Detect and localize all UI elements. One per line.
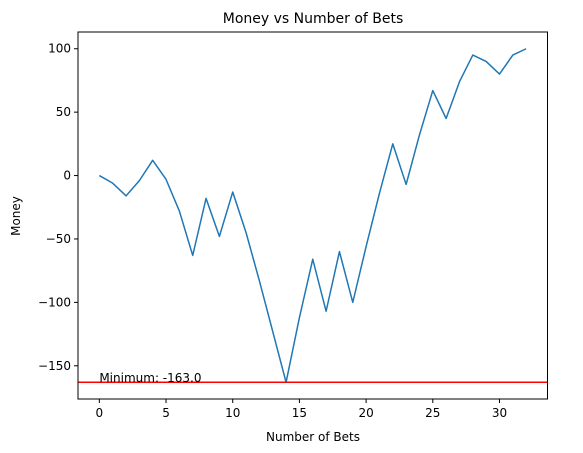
x-tick-label: 5 (162, 406, 170, 420)
y-tick-label: −50 (46, 232, 71, 246)
axes-frame (77, 31, 548, 400)
minimum-annotation: Minimum: -163.0 (99, 371, 201, 385)
plot-area (78, 48, 548, 384)
x-tick-label: 15 (292, 406, 307, 420)
x-tick-label: 10 (225, 406, 240, 420)
series-line-0 (98, 48, 527, 384)
x-tick-label: 25 (425, 406, 440, 420)
y-tick-label: 50 (56, 105, 71, 119)
chart-title: Money vs Number of Bets (223, 11, 404, 27)
y-tick-label: 0 (63, 169, 71, 183)
x-axis-label: Number of Bets (266, 430, 360, 444)
x-tick-label: 30 (492, 406, 507, 420)
x-tick-label: 20 (358, 406, 373, 420)
y-tick-label: 100 (48, 42, 71, 56)
axis-ticks: 0 5 10 15 20 25 30 −150 −100 −50 0 50 100 (38, 42, 507, 420)
y-axis-label: Money (9, 196, 23, 236)
x-tick-label: 0 (96, 406, 104, 420)
y-tick-label: −100 (38, 295, 71, 309)
y-tick-label: −150 (38, 359, 71, 373)
